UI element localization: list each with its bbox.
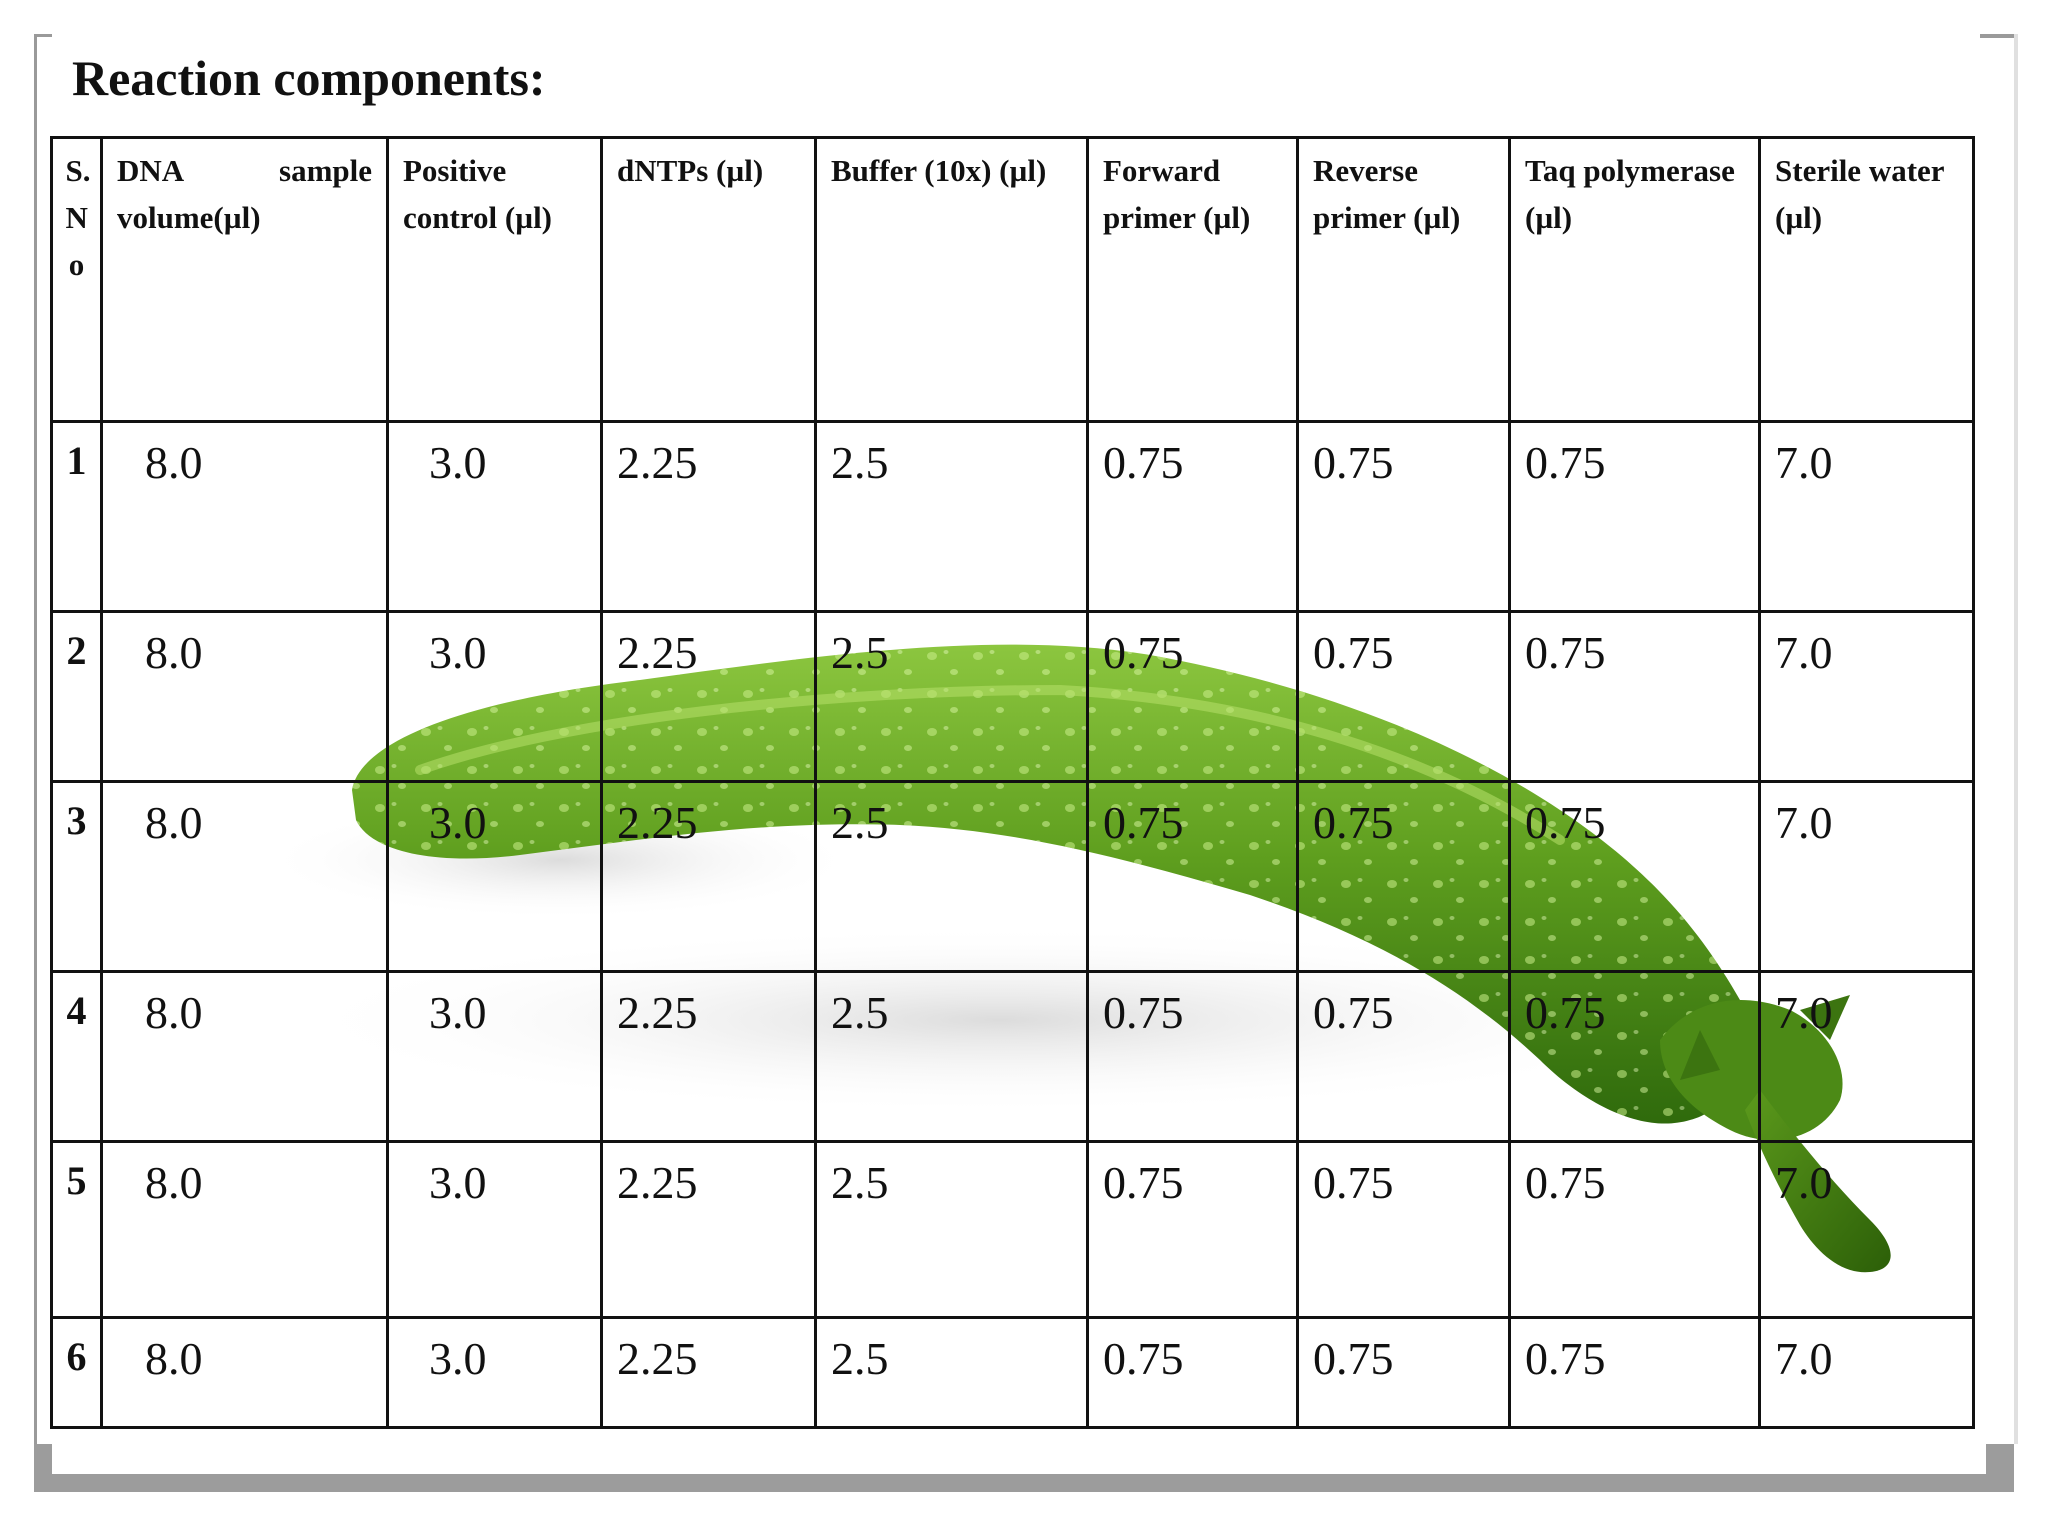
- cell-buffer: 2.5: [814, 970, 1089, 1143]
- cell-dntps: 2.25: [600, 610, 817, 783]
- cell-buffer: 2.5: [814, 780, 1089, 973]
- header-positive-control: Positive control (µl): [386, 136, 603, 423]
- table-row: 3 8.0 3.0 2.25 2.5 0.75 0.75 0.75 7.0: [50, 780, 1975, 973]
- table-row: 5 8.0 3.0 2.25 2.5 0.75 0.75 0.75 7.0: [50, 1140, 1975, 1319]
- cell-dntps: 2.25: [600, 420, 817, 613]
- cell-forward-primer: 0.75: [1086, 420, 1299, 613]
- table-row: 2 8.0 3.0 2.25 2.5 0.75 0.75 0.75 7.0: [50, 610, 1975, 783]
- table-row: 4 8.0 3.0 2.25 2.5 0.75 0.75 0.75 7.0: [50, 970, 1975, 1143]
- cell-positive-control: 3.0: [386, 1140, 603, 1319]
- slide-frame-left: [34, 34, 52, 1446]
- cell-buffer: 2.5: [814, 1316, 1089, 1429]
- slide-title: Reaction components:: [72, 50, 546, 106]
- cell-sno: 6: [50, 1316, 103, 1429]
- cell-dna-volume: 8.0: [100, 420, 389, 613]
- slide-frame-top-right: [1980, 34, 2018, 38]
- cell-sterile-water: 7.0: [1758, 610, 1975, 783]
- cell-positive-control: 3.0: [386, 780, 603, 973]
- cell-dntps: 2.25: [600, 780, 817, 973]
- cell-forward-primer: 0.75: [1086, 1140, 1299, 1319]
- cell-sno: 4: [50, 970, 103, 1143]
- cell-dna-volume: 8.0: [100, 1316, 389, 1429]
- cell-positive-control: 3.0: [386, 1316, 603, 1429]
- header-dntps: dNTPs (µl): [600, 136, 817, 423]
- cell-taq-polymerase: 0.75: [1508, 1316, 1761, 1429]
- cell-forward-primer: 0.75: [1086, 610, 1299, 783]
- cell-taq-polymerase: 0.75: [1508, 970, 1761, 1143]
- header-buffer: Buffer (10x) (µl): [814, 136, 1089, 423]
- cell-forward-primer: 0.75: [1086, 970, 1299, 1143]
- header-sterile-water: Sterile water (µl): [1758, 136, 1975, 423]
- cell-dna-volume: 8.0: [100, 970, 389, 1143]
- cell-sterile-water: 7.0: [1758, 970, 1975, 1143]
- header-reverse-primer: Reverse primer (µl): [1296, 136, 1511, 423]
- header-sno: S.No: [50, 136, 103, 423]
- table-row: 6 8.0 3.0 2.25 2.5 0.75 0.75 0.75 7.0: [50, 1316, 1975, 1429]
- cell-positive-control: 3.0: [386, 970, 603, 1143]
- cell-taq-polymerase: 0.75: [1508, 780, 1761, 973]
- header-forward-primer: Forward primer (µl): [1086, 136, 1299, 423]
- cell-sno: 2: [50, 610, 103, 783]
- cell-reverse-primer: 0.75: [1296, 610, 1511, 783]
- cell-reverse-primer: 0.75: [1296, 1140, 1511, 1319]
- cell-sterile-water: 7.0: [1758, 420, 1975, 613]
- reaction-components-table: S.No DNA sample volume(µl) Positive contr…: [50, 136, 1975, 1429]
- cell-reverse-primer: 0.75: [1296, 420, 1511, 613]
- cell-sno: 3: [50, 780, 103, 973]
- cell-buffer: 2.5: [814, 1140, 1089, 1319]
- cell-reverse-primer: 0.75: [1296, 780, 1511, 973]
- cell-dntps: 2.25: [600, 1140, 817, 1319]
- table-header-row: S.No DNA sample volume(µl) Positive contr…: [50, 136, 1975, 423]
- cell-buffer: 2.5: [814, 420, 1089, 613]
- table-row: 1 8.0 3.0 2.25 2.5 0.75 0.75 0.75 7.0: [50, 420, 1975, 613]
- slide-frame-bottom-inner: [52, 1444, 1986, 1474]
- cell-dntps: 2.25: [600, 970, 817, 1143]
- cell-sterile-water: 7.0: [1758, 780, 1975, 973]
- cell-taq-polymerase: 0.75: [1508, 420, 1761, 613]
- cell-buffer: 2.5: [814, 610, 1089, 783]
- cell-dntps: 2.25: [600, 1316, 817, 1429]
- cell-reverse-primer: 0.75: [1296, 970, 1511, 1143]
- cell-forward-primer: 0.75: [1086, 780, 1299, 973]
- cell-dna-volume: 8.0: [100, 610, 389, 783]
- cell-positive-control: 3.0: [386, 610, 603, 783]
- header-taq-polymerase: Taq polymerase (µl): [1508, 136, 1761, 423]
- cell-sterile-water: 7.0: [1758, 1140, 1975, 1319]
- slide-frame-right: [2014, 34, 2018, 1444]
- cell-taq-polymerase: 0.75: [1508, 1140, 1761, 1319]
- header-dna-sample-volume: DNA sample volume(µl): [100, 136, 389, 423]
- cell-reverse-primer: 0.75: [1296, 1316, 1511, 1429]
- cell-taq-polymerase: 0.75: [1508, 610, 1761, 783]
- cell-sterile-water: 7.0: [1758, 1316, 1975, 1429]
- cell-sno: 5: [50, 1140, 103, 1319]
- cell-dna-volume: 8.0: [100, 780, 389, 973]
- cell-positive-control: 3.0: [386, 420, 603, 613]
- cell-sno: 1: [50, 420, 103, 613]
- cell-dna-volume: 8.0: [100, 1140, 389, 1319]
- cell-forward-primer: 0.75: [1086, 1316, 1299, 1429]
